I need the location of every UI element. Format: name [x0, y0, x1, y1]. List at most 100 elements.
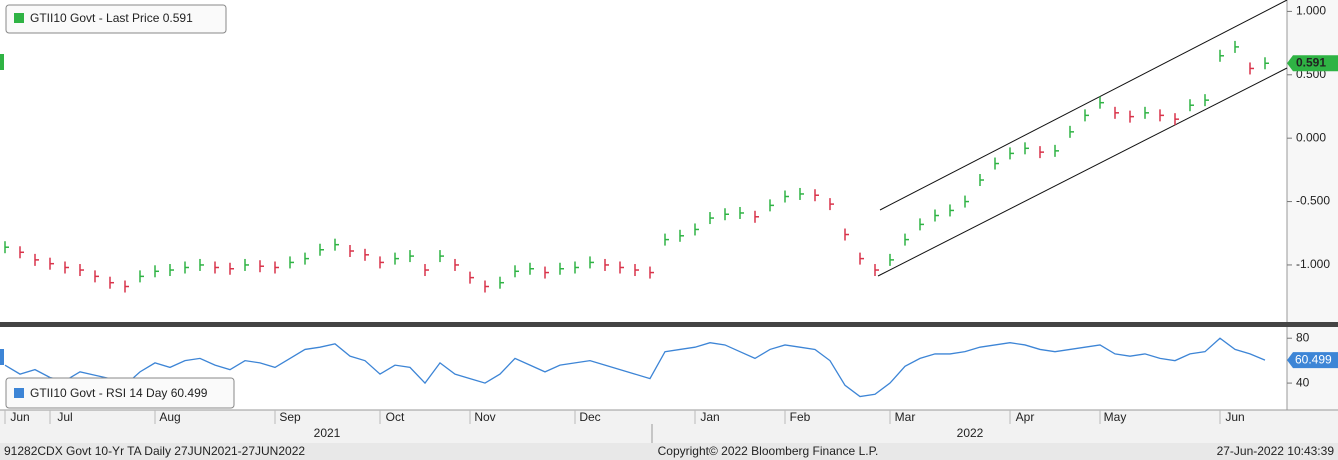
footer-center: Copyright© 2022 Bloomberg Finance L.P. [658, 444, 879, 458]
channel-line [877, 67, 1288, 277]
y-tick-label: -1.000 [1296, 257, 1330, 271]
price-bar [229, 262, 234, 275]
rsi-line [4, 337, 1266, 398]
price-bar [1069, 125, 1074, 138]
x-tick-label: Oct [386, 410, 405, 424]
price-bar [4, 241, 9, 254]
price-bar [799, 187, 804, 200]
price-bar [1129, 110, 1134, 123]
legend-box [5, 4, 227, 34]
y-tick-label: 40 [1296, 375, 1310, 389]
price-bar [934, 209, 939, 222]
price-bar [79, 264, 84, 277]
price-bar [199, 258, 204, 271]
price-bar [544, 266, 549, 279]
price-bar [1249, 62, 1254, 75]
last-price-tag [1287, 55, 1338, 72]
price-bar [1039, 146, 1044, 159]
price-bar [334, 238, 339, 251]
price-bar [1024, 142, 1029, 155]
legend-label: GTII10 Govt - Last Price 0.591 [30, 11, 193, 25]
x-axis-panel [0, 410, 1338, 443]
price-bar [1264, 57, 1269, 70]
x-tick-label: Mar [895, 410, 916, 424]
price-bar [289, 256, 294, 269]
price-bar [484, 280, 489, 293]
edge-marker [0, 54, 4, 70]
x-tick-label: Aug [159, 410, 180, 424]
legend-swatch [14, 13, 24, 23]
x-tick-label: Sep [279, 410, 301, 424]
price-bar [139, 270, 144, 283]
x-tick-label: Dec [579, 410, 600, 424]
price-bar [679, 229, 684, 242]
price-bar [439, 250, 444, 263]
price-bar [919, 218, 924, 231]
price-bar [304, 252, 309, 265]
price-bar [1159, 109, 1164, 122]
price-bar [709, 212, 714, 225]
y-tick-label: 80 [1296, 330, 1310, 344]
price-bar [1054, 144, 1059, 157]
price-bar [109, 276, 114, 289]
price-bar [49, 257, 54, 270]
channel-line [879, 0, 1288, 211]
price-bar [529, 262, 534, 275]
price-bar [634, 264, 639, 277]
price-bar [769, 199, 774, 212]
price-bar [1204, 94, 1209, 107]
price-bar [664, 233, 669, 246]
price-bar [1234, 40, 1239, 53]
price-bar [994, 157, 999, 170]
price-bar [394, 252, 399, 265]
price-bar [604, 258, 609, 271]
price-bar [1084, 109, 1089, 122]
price-bar [979, 174, 984, 187]
legend-label: GTII10 Govt - RSI 14 Day 60.499 [30, 386, 208, 400]
panel-divider [0, 322, 1338, 327]
price-bar [1174, 113, 1179, 126]
price-bar [574, 261, 579, 274]
price-bar [94, 270, 99, 283]
x-tick-label: Feb [790, 410, 811, 424]
price-bar [349, 245, 354, 258]
price-bar [64, 261, 69, 274]
y-tick-label: 0.000 [1296, 130, 1326, 144]
last-value-label: 60.499 [1295, 352, 1332, 366]
footer-left: 91282CDX Govt 10-Yr TA Daily 27JUN2021-2… [4, 444, 305, 458]
last-price-label: 0.591 [1296, 55, 1326, 69]
price-bar [844, 228, 849, 241]
price-bar [724, 208, 729, 221]
price-bar [649, 266, 654, 279]
price-bar [409, 250, 414, 263]
y-tick-label: 1.000 [1296, 4, 1326, 18]
price-bar [379, 256, 384, 269]
price-bar [1099, 96, 1104, 109]
price-bar [949, 204, 954, 217]
x-tick-label: Jun [1225, 410, 1244, 424]
price-bar [469, 271, 474, 284]
price-bar [559, 262, 564, 275]
price-bar [319, 243, 324, 256]
x-tick-label: Apr [1016, 410, 1035, 424]
price-bar [1009, 147, 1014, 160]
price-bar [364, 248, 369, 261]
x-tick-label: Jul [57, 410, 72, 424]
price-bar [184, 261, 189, 274]
price-bar [259, 260, 264, 273]
price-bar [694, 223, 699, 236]
price-bar [454, 258, 459, 271]
year-label: 2021 [314, 426, 341, 440]
price-bar [169, 264, 174, 277]
legend-box [5, 377, 235, 409]
legend-swatch [14, 388, 24, 398]
x-tick-label: Jan [700, 410, 719, 424]
price-bar [589, 256, 594, 269]
price-bar [754, 210, 759, 223]
price-bar [859, 252, 864, 265]
price-bar [274, 261, 279, 274]
year-label: 2022 [957, 426, 984, 440]
footer-bar [0, 443, 1338, 460]
footer-right: 27-Jun-2022 10:43:39 [1217, 444, 1335, 458]
price-bar [874, 264, 879, 277]
